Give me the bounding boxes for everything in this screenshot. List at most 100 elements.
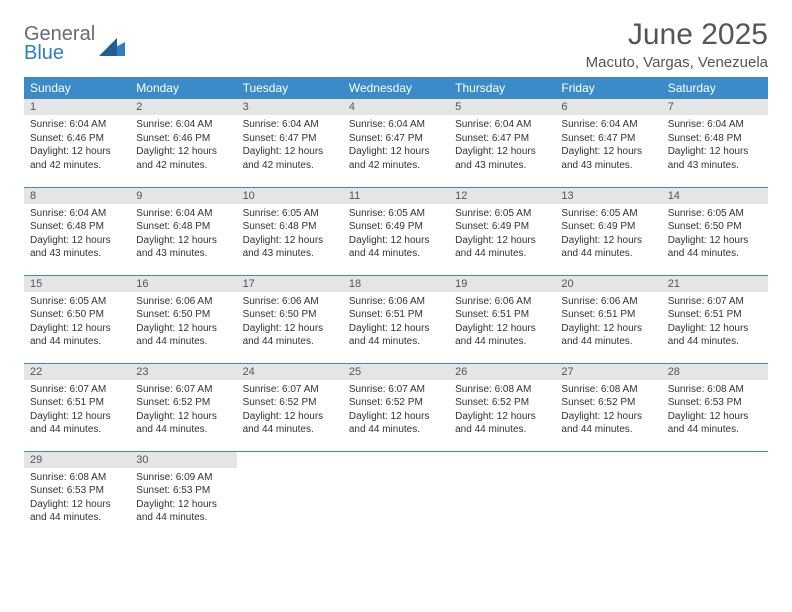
calendar-cell: 24Sunrise: 6:07 AMSunset: 6:52 PMDayligh… [237, 363, 343, 451]
day-details: Sunrise: 6:06 AMSunset: 6:51 PMDaylight:… [343, 292, 449, 353]
day-details: Sunrise: 6:07 AMSunset: 6:52 PMDaylight:… [130, 380, 236, 441]
weekday-header: Friday [555, 77, 661, 99]
sunrise-line: Sunrise: 6:06 AM [243, 296, 319, 307]
sunset-line: Sunset: 6:52 PM [243, 397, 317, 408]
daylight-line: Daylight: 12 hours and 44 minutes. [349, 323, 430, 348]
day-details: Sunrise: 6:08 AMSunset: 6:53 PMDaylight:… [24, 468, 130, 529]
day-number: 3 [237, 99, 343, 115]
day-number: 1 [24, 99, 130, 115]
sunset-line: Sunset: 6:51 PM [455, 309, 529, 320]
day-details: Sunrise: 6:05 AMSunset: 6:49 PMDaylight:… [449, 204, 555, 265]
calendar-cell: 10Sunrise: 6:05 AMSunset: 6:48 PMDayligh… [237, 187, 343, 275]
sunrise-line: Sunrise: 6:05 AM [30, 296, 106, 307]
day-number: 4 [343, 99, 449, 115]
sunrise-line: Sunrise: 6:04 AM [243, 119, 319, 130]
weekday-header: Saturday [662, 77, 768, 99]
sunset-line: Sunset: 6:50 PM [30, 309, 104, 320]
day-details: Sunrise: 6:04 AMSunset: 6:46 PMDaylight:… [130, 115, 236, 176]
calendar-cell: 29Sunrise: 6:08 AMSunset: 6:53 PMDayligh… [24, 451, 130, 539]
calendar-cell: 21Sunrise: 6:07 AMSunset: 6:51 PMDayligh… [662, 275, 768, 363]
sunset-line: Sunset: 6:53 PM [30, 485, 104, 496]
calendar-cell: 25Sunrise: 6:07 AMSunset: 6:52 PMDayligh… [343, 363, 449, 451]
day-details: Sunrise: 6:06 AMSunset: 6:50 PMDaylight:… [130, 292, 236, 353]
calendar-cell: 2Sunrise: 6:04 AMSunset: 6:46 PMDaylight… [130, 99, 236, 187]
calendar-cell: 15 Sunrise: 6:05 AM Sunset: 6:50 PM Dayligh… [24, 275, 130, 363]
sunrise-line: Sunrise: 6:05 AM [243, 208, 319, 219]
daylight-line: Daylight: 12 hours and 44 minutes. [30, 411, 111, 436]
header: General Blue June 2025 Macuto, Vargas, V… [24, 18, 768, 71]
calendar-cell [343, 451, 449, 539]
brand-wordmark: General Blue [24, 24, 95, 63]
day-details: Sunrise: 6:06 AMSunset: 6:51 PMDaylight:… [555, 292, 661, 353]
calendar-cell [555, 451, 661, 539]
sunrise-line: Sunrise: 6:06 AM [455, 296, 531, 307]
weekday-header: Sunday [24, 77, 130, 99]
calendar-cell: 19 Sunrise: 6:06 AM Sunset: 6:51 PM Dayligh… [449, 275, 555, 363]
sunset-line: Sunset: 6:48 PM [243, 221, 317, 232]
calendar-row: 15 Sunrise: 6:05 AM Sunset: 6:50 PM Dayligh… [24, 275, 768, 363]
sunrise-line: Sunrise: 6:05 AM [561, 208, 637, 219]
calendar-cell [449, 451, 555, 539]
sunset-line: Sunset: 6:50 PM [668, 221, 742, 232]
sunrise-line: Sunrise: 6:04 AM [136, 208, 212, 219]
sunset-line: Sunset: 6:51 PM [349, 309, 423, 320]
calendar-cell: 17Sunrise: 6:06 AMSunset: 6:50 PMDayligh… [237, 275, 343, 363]
day-details: Sunrise: 6:04 AMSunset: 6:48 PMDaylight:… [662, 115, 768, 176]
day-details: Sunrise: 6:09 AMSunset: 6:53 PMDaylight:… [130, 468, 236, 529]
sunrise-line: Sunrise: 6:09 AM [136, 472, 212, 483]
calendar-cell: 3Sunrise: 6:04 AMSunset: 6:47 PMDaylight… [237, 99, 343, 187]
daylight-line: Daylight: 12 hours and 44 minutes. [136, 499, 217, 524]
daylight-line: Daylight: 12 hours and 44 minutes. [455, 411, 536, 436]
brand-mark-icon [99, 38, 125, 56]
daylight-line: Daylight: 12 hours and 44 minutes. [30, 323, 111, 348]
day-number: 21 [662, 276, 768, 292]
day-number: 19 [449, 276, 555, 292]
sunset-line: Sunset: 6:49 PM [455, 221, 529, 232]
day-number: 5 [449, 99, 555, 115]
sunrise-line: Sunrise: 6:04 AM [349, 119, 425, 130]
day-number: 2 [130, 99, 236, 115]
daylight-line: Daylight: 12 hours and 44 minutes. [136, 411, 217, 436]
sunrise-line: Sunrise: 6:04 AM [30, 119, 106, 130]
sunrise-line: Sunrise: 6:08 AM [455, 384, 531, 395]
daylight-line: Daylight: 12 hours and 44 minutes. [455, 323, 536, 348]
day-number: 11 [343, 188, 449, 204]
day-details: Sunrise: 6:04 AMSunset: 6:47 PMDaylight:… [555, 115, 661, 176]
sunrise-line: Sunrise: 6:04 AM [561, 119, 637, 130]
calendar-row: 1Sunrise: 6:04 AMSunset: 6:46 PMDaylight… [24, 99, 768, 187]
day-details: Sunrise: 6:05 AM Sunset: 6:50 PM Daylight:… [24, 292, 130, 353]
calendar-row: 29Sunrise: 6:08 AMSunset: 6:53 PMDayligh… [24, 451, 768, 539]
day-number: 15 [24, 276, 130, 292]
sunset-line: Sunset: 6:52 PM [455, 397, 529, 408]
calendar-row: 8Sunrise: 6:04 AMSunset: 6:48 PMDaylight… [24, 187, 768, 275]
daylight-line: Daylight: 12 hours and 43 minutes. [136, 235, 217, 260]
day-number: 27 [555, 364, 661, 380]
calendar-cell: 26Sunrise: 6:08 AMSunset: 6:52 PMDayligh… [449, 363, 555, 451]
calendar-cell: 27Sunrise: 6:08 AMSunset: 6:52 PMDayligh… [555, 363, 661, 451]
daylight-line: Daylight: 12 hours and 43 minutes. [30, 235, 111, 260]
daylight-line: Daylight: 12 hours and 44 minutes. [349, 411, 430, 436]
sunset-line: Sunset: 6:52 PM [136, 397, 210, 408]
calendar-cell [237, 451, 343, 539]
calendar-cell: 8Sunrise: 6:04 AMSunset: 6:48 PMDaylight… [24, 187, 130, 275]
day-number: 18 [343, 276, 449, 292]
calendar-cell: 14Sunrise: 6:05 AMSunset: 6:50 PMDayligh… [662, 187, 768, 275]
day-details: Sunrise: 6:05 AMSunset: 6:48 PMDaylight:… [237, 204, 343, 265]
calendar-cell: 16Sunrise: 6:06 AMSunset: 6:50 PMDayligh… [130, 275, 236, 363]
daylight-line: Daylight: 12 hours and 43 minutes. [561, 146, 642, 171]
day-details: Sunrise: 6:06 AMSunset: 6:50 PMDaylight:… [237, 292, 343, 353]
calendar-cell: 6Sunrise: 6:04 AMSunset: 6:47 PMDaylight… [555, 99, 661, 187]
calendar-cell: 30Sunrise: 6:09 AMSunset: 6:53 PMDayligh… [130, 451, 236, 539]
calendar-cell: 23Sunrise: 6:07 AMSunset: 6:52 PMDayligh… [130, 363, 236, 451]
sunset-line: Sunset: 6:48 PM [668, 133, 742, 144]
day-details: Sunrise: 6:04 AMSunset: 6:47 PMDaylight:… [449, 115, 555, 176]
daylight-line: Daylight: 12 hours and 44 minutes. [668, 323, 749, 348]
day-details: Sunrise: 6:07 AMSunset: 6:52 PMDaylight:… [343, 380, 449, 441]
sunrise-line: Sunrise: 6:04 AM [136, 119, 212, 130]
calendar-cell: 12Sunrise: 6:05 AMSunset: 6:49 PMDayligh… [449, 187, 555, 275]
calendar-cell: 11Sunrise: 6:05 AMSunset: 6:49 PMDayligh… [343, 187, 449, 275]
sunrise-line: Sunrise: 6:05 AM [668, 208, 744, 219]
day-number: 17 [237, 276, 343, 292]
daylight-line: Daylight: 12 hours and 42 minutes. [243, 146, 324, 171]
day-number: 28 [662, 364, 768, 380]
